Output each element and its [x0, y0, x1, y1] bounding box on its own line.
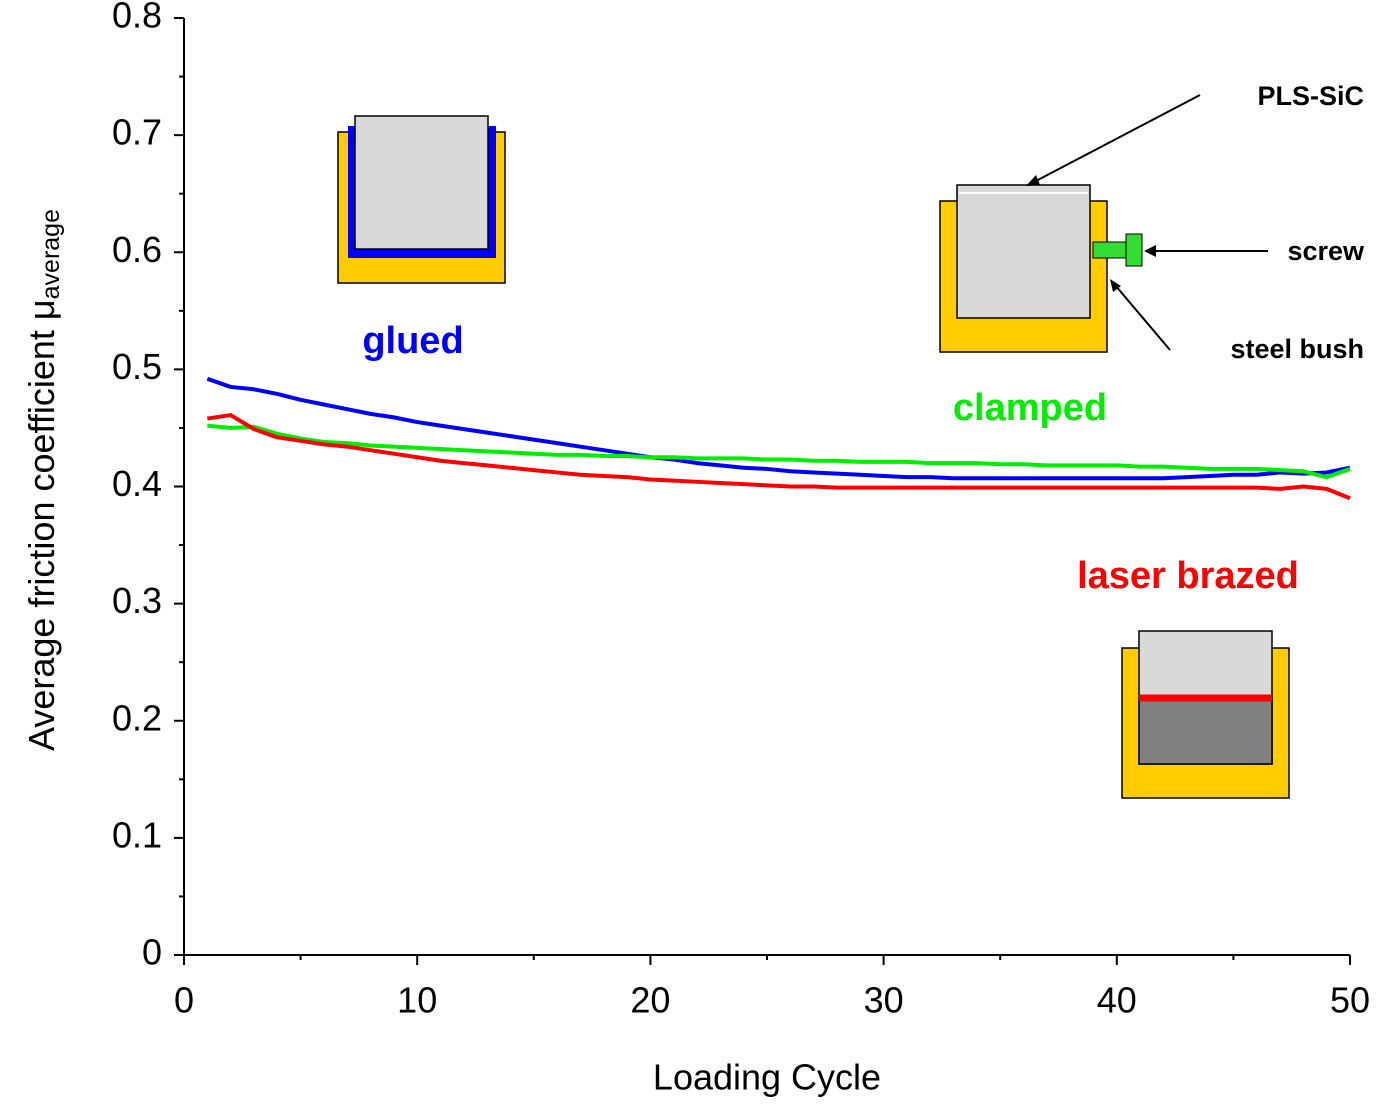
y-tick-label: 0.5	[112, 346, 162, 387]
y-axis-label-main: Average friction coefficient μ	[21, 299, 62, 751]
brazed-diagram	[1122, 631, 1289, 798]
annotation: PLS-SiC	[1257, 81, 1364, 111]
x-tick-label: 10	[397, 980, 437, 1021]
annotation: steel bush	[1230, 334, 1364, 364]
y-tick-label: 0.8	[112, 0, 162, 36]
legend-label: clamped	[953, 387, 1107, 429]
y-tick-label: 0.4	[112, 463, 162, 504]
series-line	[207, 415, 1350, 498]
x-tick-label: 20	[630, 980, 670, 1021]
page: {"chart_data": {"type": "line", "x_label…	[0, 0, 1397, 1106]
legend-label: glued	[362, 320, 463, 362]
x-tick-label: 50	[1330, 980, 1370, 1021]
chart: PLS-SiC screw steel bush Loading Cycle A…	[0, 0, 1397, 1106]
clamped-diagram	[940, 95, 1268, 352]
x-axis-label: Loading Cycle	[653, 1057, 881, 1098]
series-line	[207, 379, 1350, 479]
x-tick-label: 40	[1097, 980, 1137, 1021]
y-tick-label: 0.6	[112, 229, 162, 270]
y-axis-label-sub: average	[37, 209, 65, 299]
y-axis-label: Average friction coefficient μaverage	[21, 209, 65, 751]
y-tick-label: 0.3	[112, 580, 162, 621]
x-tick-label: 30	[864, 980, 904, 1021]
y-tick-label: 0.1	[112, 814, 162, 855]
y-tick-label: 0	[142, 932, 162, 973]
y-tick-label: 0.2	[112, 697, 162, 738]
glued-diagram	[338, 116, 505, 283]
legend-label: laser brazed	[1077, 555, 1299, 597]
x-tick-label: 0	[174, 980, 194, 1021]
annotation: screw	[1287, 236, 1365, 266]
y-tick-label: 0.7	[112, 112, 162, 153]
